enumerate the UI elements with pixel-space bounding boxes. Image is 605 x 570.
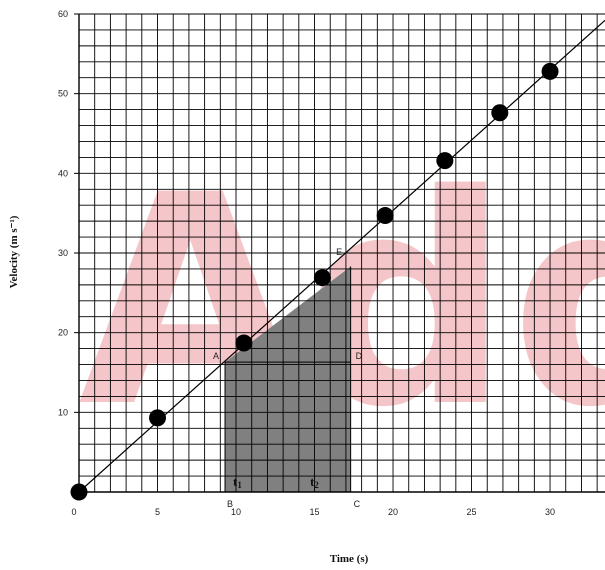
y-tick-label: 10 bbox=[58, 407, 68, 417]
y-tick-label: 60 bbox=[58, 9, 68, 19]
data-point bbox=[313, 269, 331, 287]
tick-labels: 0 5 10 15 20 25 30 10 20 30 40 50 60 bbox=[58, 9, 555, 517]
time-label-t1: t1 bbox=[233, 474, 242, 490]
data-point bbox=[436, 152, 454, 170]
y-tick-label: 30 bbox=[58, 248, 68, 258]
trend-line-layer bbox=[78, 19, 605, 493]
y-axis-title: Velocity (m s⁻¹) bbox=[8, 215, 20, 288]
shaded-area bbox=[225, 266, 351, 492]
x-tick-label: 10 bbox=[231, 507, 241, 517]
y-tick-label: 50 bbox=[58, 89, 68, 99]
x-tick-label: 15 bbox=[310, 507, 320, 517]
data-point bbox=[70, 483, 88, 501]
x-axis-title: Time (s) bbox=[330, 553, 369, 565]
x-tick-label: 20 bbox=[388, 507, 398, 517]
grid bbox=[79, 13, 605, 492]
annotation-labels: A D E B Ct1 t2 bbox=[213, 247, 363, 509]
point-label-a: A bbox=[213, 351, 219, 361]
data-point bbox=[235, 334, 253, 352]
data-point bbox=[491, 104, 509, 122]
x-tick-label: 25 bbox=[467, 507, 477, 517]
point-label-e: E bbox=[336, 247, 342, 257]
x-tick-label: 30 bbox=[545, 507, 555, 517]
point-label-b: B bbox=[227, 499, 233, 509]
area-under-curve bbox=[225, 266, 351, 492]
y-tick-label: 20 bbox=[58, 328, 68, 338]
data-point bbox=[376, 207, 394, 225]
time-label-t2: t2 bbox=[310, 474, 319, 490]
y-tick-label: 40 bbox=[58, 168, 68, 178]
x-tick-label: 5 bbox=[155, 507, 160, 517]
point-label-c: C bbox=[354, 499, 361, 509]
data-point bbox=[541, 62, 559, 80]
x-tick-label: 0 bbox=[71, 507, 76, 517]
data-markers bbox=[70, 62, 559, 501]
trend-line bbox=[78, 19, 605, 493]
data-point bbox=[149, 409, 167, 427]
point-label-d: D bbox=[356, 351, 363, 361]
